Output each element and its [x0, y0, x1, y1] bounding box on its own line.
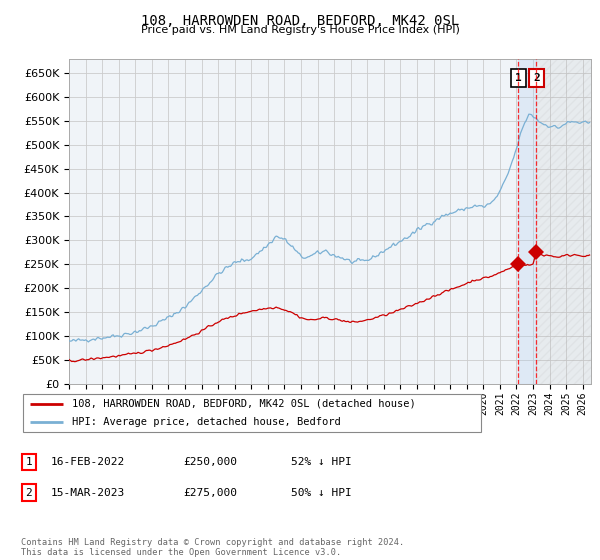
Text: £250,000: £250,000: [183, 457, 237, 467]
Text: 1: 1: [515, 73, 522, 83]
Text: 2: 2: [533, 73, 540, 83]
FancyBboxPatch shape: [23, 394, 481, 432]
Text: 108, HARROWDEN ROAD, BEDFORD, MK42 0SL: 108, HARROWDEN ROAD, BEDFORD, MK42 0SL: [141, 14, 459, 28]
Bar: [518, 59, 536, 384]
Text: £275,000: £275,000: [183, 488, 237, 498]
Text: Price paid vs. HM Land Registry's House Price Index (HPI): Price paid vs. HM Land Registry's House …: [140, 25, 460, 35]
Text: 2: 2: [25, 488, 32, 498]
Text: 108, HARROWDEN ROAD, BEDFORD, MK42 0SL (detached house): 108, HARROWDEN ROAD, BEDFORD, MK42 0SL (…: [72, 399, 416, 409]
Bar: [536, 59, 591, 384]
Text: 16-FEB-2022: 16-FEB-2022: [51, 457, 125, 467]
Text: 15-MAR-2023: 15-MAR-2023: [51, 488, 125, 498]
Bar: [536, 59, 591, 384]
Text: 50% ↓ HPI: 50% ↓ HPI: [291, 488, 352, 498]
Text: HPI: Average price, detached house, Bedford: HPI: Average price, detached house, Bedf…: [72, 417, 341, 427]
Text: 52% ↓ HPI: 52% ↓ HPI: [291, 457, 352, 467]
Text: 1: 1: [25, 457, 32, 467]
Text: Contains HM Land Registry data © Crown copyright and database right 2024.
This d: Contains HM Land Registry data © Crown c…: [21, 538, 404, 557]
